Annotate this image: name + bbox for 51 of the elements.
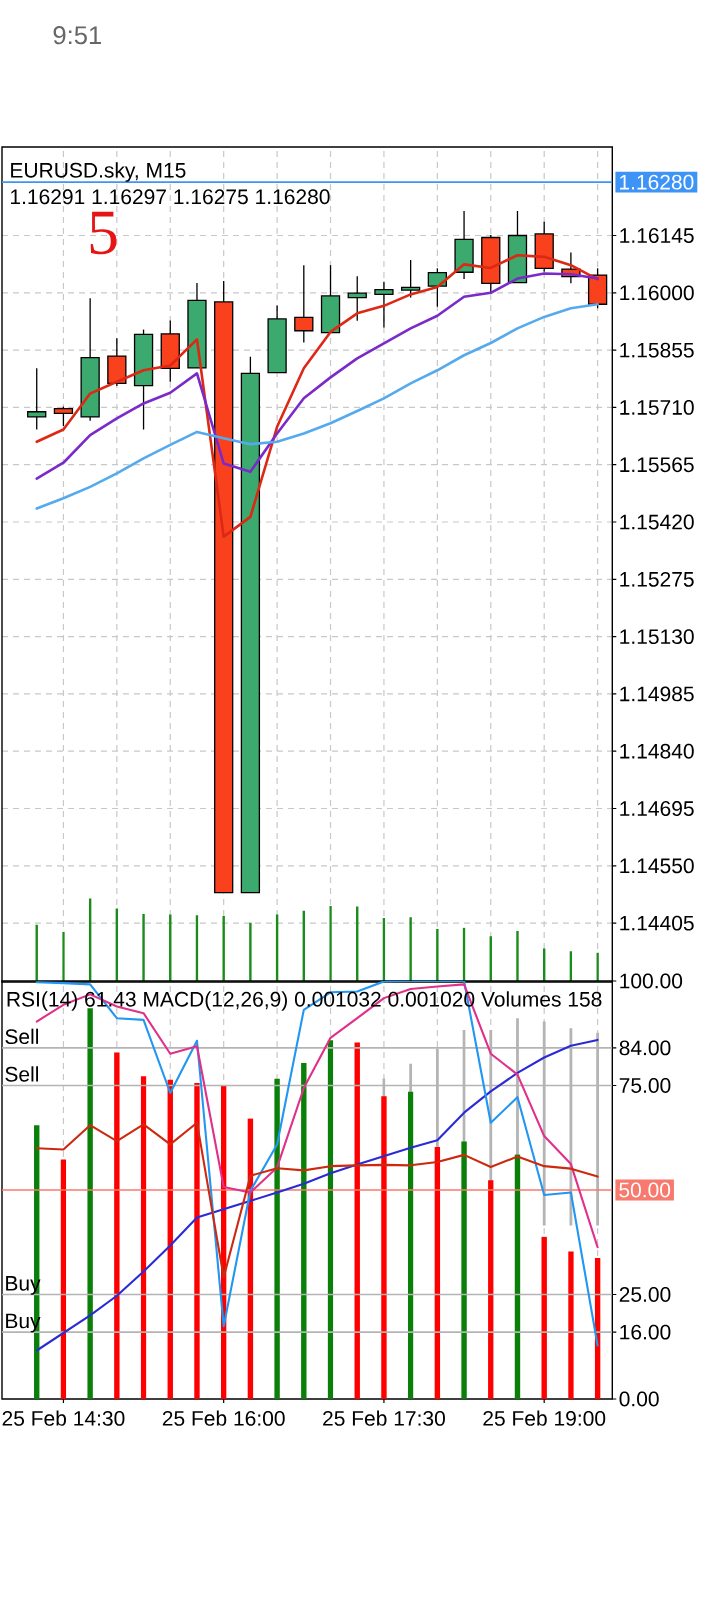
ref-line-label: 1.16280 bbox=[620, 174, 694, 190]
y-tick-label: 0.00 bbox=[619, 1391, 659, 1407]
x-tick-label: 25 Feb 19:00 bbox=[483, 1410, 606, 1426]
y-tick-label: 16.00 bbox=[620, 1324, 671, 1340]
y-tick-label: 1.15855 bbox=[620, 342, 694, 358]
bar bbox=[194, 1082, 200, 1399]
annotation: Sell bbox=[5, 1028, 39, 1045]
text: 9:51 bbox=[53, 26, 101, 45]
bar bbox=[274, 1078, 280, 1399]
y-tick-label: 1.14405 bbox=[620, 915, 694, 931]
y-tick-label: 1.14695 bbox=[620, 801, 694, 816]
x-tick-label: 25 Feb 16:00 bbox=[162, 1410, 285, 1426]
bar bbox=[354, 1042, 360, 1399]
y-tick-label: 100.00 bbox=[620, 973, 683, 989]
candlestick bbox=[401, 259, 421, 299]
y-tick-label: 1.14550 bbox=[620, 858, 694, 874]
x-tick-label: 25 Feb 17:30 bbox=[323, 1410, 445, 1426]
y-tick-label: 1.16000 bbox=[620, 285, 694, 301]
candlestick bbox=[374, 281, 394, 329]
bar bbox=[434, 1146, 441, 1399]
y-tick-label: 1.14985 bbox=[620, 686, 694, 702]
y-tick-label: 1.15420 bbox=[620, 514, 694, 530]
bar bbox=[114, 1052, 120, 1399]
y-tick-label: 75.00 bbox=[619, 1078, 671, 1093]
y-tick-label: 1.15130 bbox=[620, 629, 694, 645]
bar bbox=[541, 1236, 547, 1399]
y-tick-label: 84.00 bbox=[619, 1040, 671, 1056]
y-tick-label: 1.15565 bbox=[620, 457, 694, 473]
y-tick-label: 1.14840 bbox=[620, 743, 694, 759]
candlestick bbox=[27, 367, 47, 431]
bar bbox=[488, 1180, 494, 1399]
text: 1.16291 1.16297 1.16275 1.16280 bbox=[11, 189, 330, 205]
y-tick-label: 1.15710 bbox=[620, 399, 694, 415]
bar bbox=[568, 1251, 574, 1399]
x-tick-label: 25 Feb 14:30 bbox=[2, 1410, 125, 1426]
y-tick-label: 1.15275 bbox=[620, 571, 694, 587]
bar bbox=[301, 1062, 307, 1399]
candlestick bbox=[294, 264, 314, 344]
bar bbox=[407, 1091, 414, 1399]
annotation: 5 bbox=[90, 211, 117, 255]
candlestick bbox=[53, 405, 74, 427]
text: EURUSD.sky, M15 bbox=[11, 162, 186, 182]
y-tick-label: 25.00 bbox=[619, 1287, 671, 1302]
bar bbox=[461, 1141, 467, 1399]
bar bbox=[381, 1096, 387, 1399]
bar bbox=[514, 1154, 521, 1399]
ref-line-label: 50.00 bbox=[619, 1182, 671, 1198]
y-tick-label: 1.16145 bbox=[620, 228, 694, 243]
annotation: Sell bbox=[5, 1066, 39, 1082]
bar bbox=[87, 1008, 93, 1399]
bar bbox=[60, 1159, 67, 1399]
